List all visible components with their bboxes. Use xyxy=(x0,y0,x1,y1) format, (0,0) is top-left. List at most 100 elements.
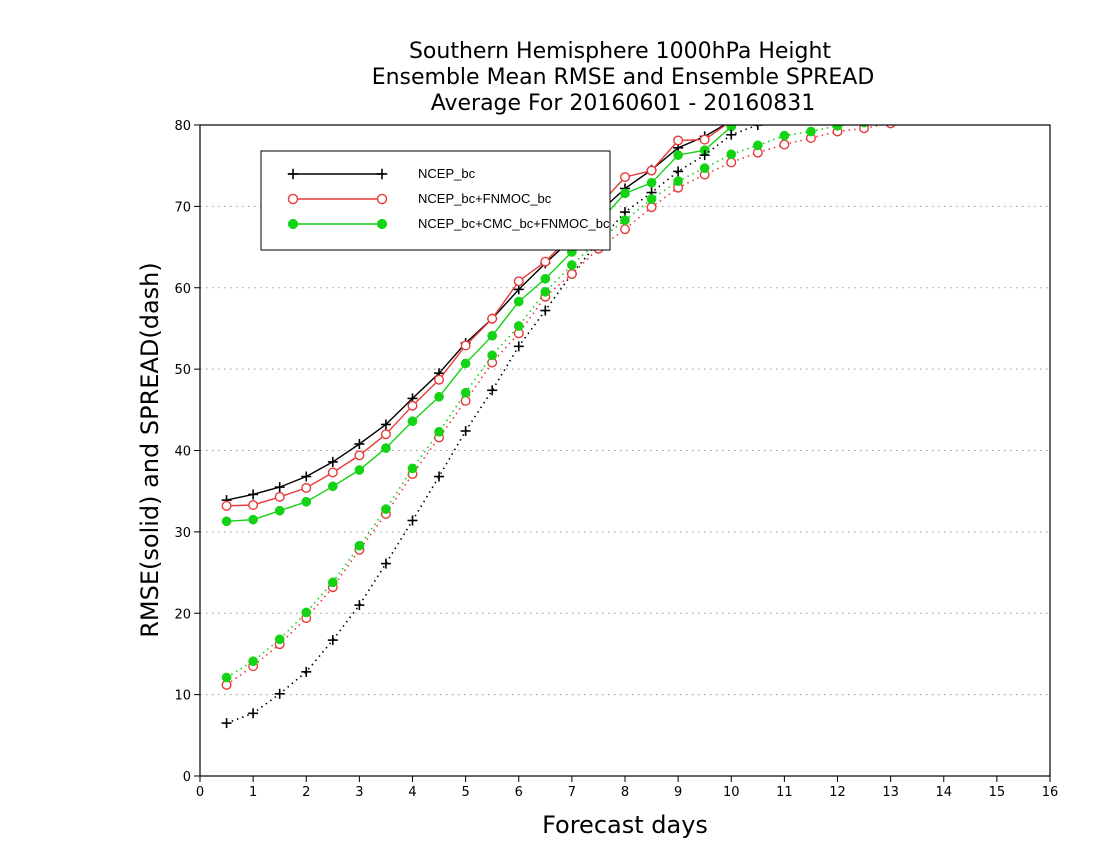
data-point xyxy=(886,88,895,97)
data-point xyxy=(646,202,657,213)
grid xyxy=(200,205,1050,696)
data-point xyxy=(248,708,259,719)
data-point xyxy=(274,482,285,493)
legend-label: NCEP_bc+CMC_bc+FNMOC_bc xyxy=(418,216,610,231)
x-tick-label: 3 xyxy=(355,785,363,800)
data-point xyxy=(407,400,418,411)
chart-title-line-1: Southern Hemisphere 1000hPa Height xyxy=(409,39,831,64)
legend-marker-end xyxy=(376,168,388,180)
data-point xyxy=(726,149,737,160)
legend-label: NCEP_bc xyxy=(418,166,476,181)
y-tick-label: 80 xyxy=(174,119,191,134)
data-point xyxy=(434,391,444,402)
data-point xyxy=(779,139,790,150)
data-point xyxy=(381,504,391,514)
data-point xyxy=(699,134,710,145)
data-point xyxy=(487,330,498,341)
data-point xyxy=(434,471,445,482)
legend: NCEP_bc NCEP_bc+FNMOC_bc NCEP_bc+CMC_bc+FN… xyxy=(260,150,611,251)
x-tick-label: 11 xyxy=(776,785,793,800)
series-line-spread-5 xyxy=(226,125,851,679)
data-point xyxy=(380,419,391,430)
y-tick-label: 70 xyxy=(174,200,191,215)
data-point xyxy=(274,491,285,502)
data-point xyxy=(886,83,896,93)
data-point xyxy=(434,426,444,437)
series-line-rmse-2 xyxy=(226,125,738,522)
x-tick-label: 16 xyxy=(1042,785,1059,800)
x-tick-label: 9 xyxy=(674,785,682,800)
data-point xyxy=(381,443,391,453)
data-point xyxy=(380,558,391,569)
x-tick-label: 14 xyxy=(935,785,952,800)
data-point xyxy=(859,125,869,128)
data-point xyxy=(301,496,312,507)
data-point xyxy=(673,135,684,146)
data-point xyxy=(673,150,683,160)
x-tick-label: 10 xyxy=(723,785,740,800)
data-point xyxy=(354,450,365,461)
data-point xyxy=(752,125,763,130)
data-point xyxy=(726,157,737,168)
data-point xyxy=(646,194,657,204)
data-point xyxy=(832,125,843,131)
x-tick-label: 6 xyxy=(515,785,523,800)
data-point xyxy=(673,176,683,186)
series-layer xyxy=(221,83,896,729)
data-point xyxy=(327,577,338,588)
y-tick-label: 30 xyxy=(174,526,191,541)
data-point xyxy=(540,273,551,284)
data-point xyxy=(487,385,498,396)
data-point xyxy=(699,150,710,161)
data-point xyxy=(354,465,365,475)
legend-label: NCEP_bc+FNMOC_bc xyxy=(418,191,552,206)
data-point xyxy=(221,516,232,527)
data-point xyxy=(646,165,657,176)
data-point xyxy=(407,515,418,526)
chart-title-line-3: Average For 20160601 - 20160831 xyxy=(431,91,816,116)
data-point xyxy=(540,256,551,267)
data-point xyxy=(833,92,843,102)
data-point xyxy=(886,114,895,123)
data-point xyxy=(487,313,498,324)
y-tick-label: 20 xyxy=(174,607,191,622)
data-point xyxy=(513,296,524,307)
data-point xyxy=(248,489,259,500)
y-tick-label: 40 xyxy=(174,445,191,460)
data-point xyxy=(726,129,737,140)
data-point xyxy=(354,600,365,611)
data-point xyxy=(221,718,232,729)
data-point xyxy=(566,268,577,279)
data-point xyxy=(327,467,338,478)
x-tick-label: 7 xyxy=(568,785,576,800)
data-point xyxy=(540,305,551,316)
legend-marker-end xyxy=(376,193,388,205)
x-tick-label: 13 xyxy=(882,785,899,800)
x-axis-label: Forecast days xyxy=(542,811,708,839)
x-tick-label: 15 xyxy=(989,785,1006,800)
data-point xyxy=(434,374,445,385)
data-point xyxy=(620,188,630,199)
y-tick-label: 0 xyxy=(183,770,191,785)
data-point xyxy=(620,215,630,226)
data-point xyxy=(274,505,285,516)
y-axis-label: RMSE(solid) and SPREAD(dash) xyxy=(136,262,164,638)
data-point xyxy=(833,104,843,114)
x-tick-label: 0 xyxy=(196,785,204,800)
data-point xyxy=(673,166,684,177)
data-point xyxy=(407,463,418,474)
data-point xyxy=(327,481,338,492)
data-point xyxy=(460,340,471,351)
y-tick-label: 10 xyxy=(174,689,191,704)
data-point xyxy=(301,666,312,677)
data-point xyxy=(620,224,631,235)
data-point xyxy=(513,276,524,287)
data-point xyxy=(380,429,391,440)
x-tick-label: 2 xyxy=(302,785,310,800)
data-point xyxy=(274,634,285,645)
data-point xyxy=(301,471,312,482)
data-point xyxy=(779,130,790,141)
data-point xyxy=(248,656,258,667)
data-point xyxy=(885,125,896,129)
